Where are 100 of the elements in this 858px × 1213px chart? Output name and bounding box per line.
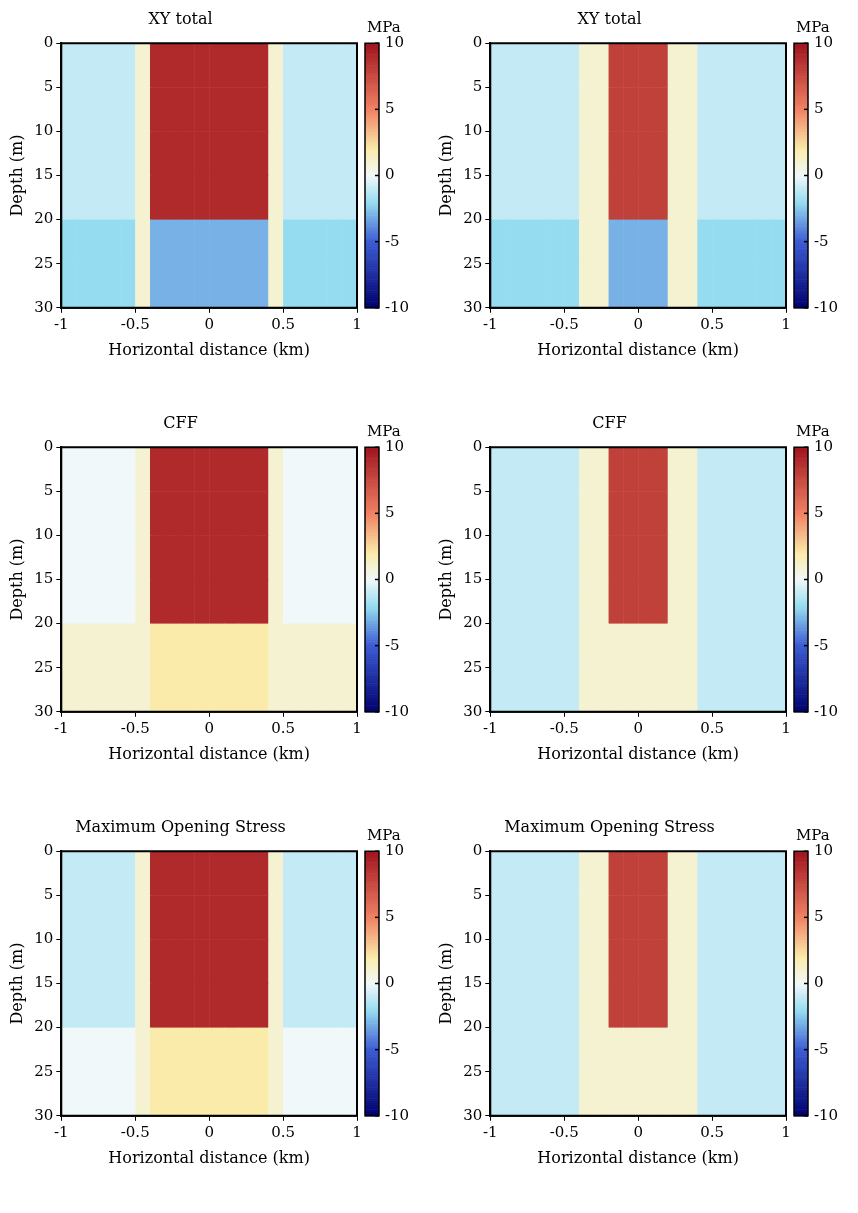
chart-title: Maximum Opening Stress <box>504 816 715 836</box>
x-tick-label: -0.5 <box>549 718 579 737</box>
x-tick-label: -1 <box>53 1122 69 1141</box>
chart-title: Maximum Opening Stress <box>75 816 286 836</box>
color-bar-label: -5 <box>814 1039 829 1058</box>
y-tick-label: 0 <box>472 841 483 860</box>
color-bar-label: -10 <box>385 701 410 720</box>
y-tick-label: 5 <box>43 481 54 500</box>
color-bar-label: -5 <box>385 1039 400 1058</box>
color-bar-label: -10 <box>814 701 839 720</box>
color-bar-label: -5 <box>385 231 400 250</box>
color-bar-label: -10 <box>814 1105 839 1124</box>
y-tick-label: 20 <box>463 613 483 632</box>
y-tick-label: 0 <box>43 437 54 456</box>
color-bar-label: 10 <box>814 841 834 860</box>
color-bar-label: 5 <box>814 503 824 522</box>
x-tick-label: 1 <box>781 718 791 737</box>
y-tick-label: 20 <box>463 1017 483 1036</box>
color-bar-label: 0 <box>385 569 395 588</box>
y-tick-label: 20 <box>34 1017 54 1036</box>
color-bar-label: 0 <box>814 973 824 992</box>
y-tick-label: 5 <box>43 77 54 96</box>
x-tick-label: -1 <box>482 718 498 737</box>
x-tick-label: -1 <box>482 314 498 333</box>
y-tick-label: 10 <box>34 525 54 544</box>
y-tick-label: 10 <box>463 525 483 544</box>
x-tick-label: 0 <box>633 718 643 737</box>
y-tick-label: 25 <box>463 657 483 676</box>
y-tick-label: 5 <box>472 885 483 904</box>
y-tick-label: 15 <box>463 973 483 992</box>
y-tick-label: 30 <box>463 701 483 720</box>
x-axis-title: Horizontal distance (km) <box>537 339 739 359</box>
y-axis-title: Depth (m) <box>6 538 26 621</box>
x-tick-label: 0.5 <box>700 314 724 333</box>
x-tick-label: 0 <box>204 718 214 737</box>
color-bar-label: 10 <box>814 33 834 52</box>
x-tick-label: -0.5 <box>120 1122 150 1141</box>
color-bar-label: 0 <box>814 165 824 184</box>
color-bar-label: 5 <box>385 99 395 118</box>
x-tick-label: 0 <box>633 314 643 333</box>
y-tick-label: 15 <box>34 973 54 992</box>
color-bar-label: 10 <box>385 437 405 456</box>
y-tick-label: 15 <box>34 165 54 184</box>
y-tick-label: 10 <box>463 929 483 948</box>
chart-title: XY total <box>148 8 213 28</box>
x-tick-label: 0 <box>633 1122 643 1141</box>
y-tick-label: 0 <box>43 841 54 860</box>
y-tick-label: 25 <box>34 253 54 272</box>
y-tick-label: 30 <box>463 1105 483 1124</box>
x-axis-title: Horizontal distance (km) <box>537 1147 739 1167</box>
y-tick-label: 30 <box>34 701 54 720</box>
x-tick-label: 0 <box>204 1122 214 1141</box>
x-tick-label: -0.5 <box>549 1122 579 1141</box>
x-axis-title: Horizontal distance (km) <box>108 743 310 763</box>
x-tick-label: -0.5 <box>120 718 150 737</box>
y-axis-title: Depth (m) <box>435 134 455 217</box>
color-bar-label: 0 <box>385 165 395 184</box>
y-tick-label: 30 <box>34 1105 54 1124</box>
y-tick-label: 10 <box>463 121 483 140</box>
y-tick-label: 10 <box>34 121 54 140</box>
y-tick-label: 30 <box>34 297 54 316</box>
color-bar-label: -10 <box>385 297 410 316</box>
x-axis-title: Horizontal distance (km) <box>108 339 310 359</box>
color-bar-label: 0 <box>385 973 395 992</box>
y-tick-label: 25 <box>34 657 54 676</box>
x-tick-label: 0.5 <box>271 1122 295 1141</box>
y-axis-title: Depth (m) <box>435 942 455 1025</box>
x-tick-label: -1 <box>482 1122 498 1141</box>
x-tick-label: -0.5 <box>120 314 150 333</box>
y-tick-label: 25 <box>34 1061 54 1080</box>
x-axis-title: Horizontal distance (km) <box>108 1147 310 1167</box>
x-tick-label: 1 <box>352 1122 362 1141</box>
y-tick-label: 5 <box>472 77 483 96</box>
y-tick-label: 15 <box>34 569 54 588</box>
y-tick-label: 0 <box>43 33 54 52</box>
y-tick-label: 0 <box>472 437 483 456</box>
color-bar-label: -5 <box>814 231 829 250</box>
y-tick-label: 20 <box>34 209 54 228</box>
y-tick-label: 0 <box>472 33 483 52</box>
color-bar-label: -5 <box>385 635 400 654</box>
y-tick-label: 10 <box>34 929 54 948</box>
x-tick-label: 1 <box>352 718 362 737</box>
y-tick-label: 25 <box>463 253 483 272</box>
x-tick-label: 0.5 <box>271 718 295 737</box>
x-tick-label: -1 <box>53 718 69 737</box>
color-bar-title: MPa <box>367 17 401 36</box>
x-tick-label: 1 <box>781 1122 791 1141</box>
y-tick-label: 15 <box>463 569 483 588</box>
y-tick-label: 25 <box>463 1061 483 1080</box>
y-tick-label: 15 <box>463 165 483 184</box>
color-bar-label: 5 <box>385 503 395 522</box>
x-axis-title: Horizontal distance (km) <box>537 743 739 763</box>
color-bar-title: MPa <box>796 825 830 844</box>
color-bar-label: 10 <box>814 437 834 456</box>
color-bar-label: 10 <box>385 33 405 52</box>
color-bar-label: 0 <box>814 569 824 588</box>
chart-title: CFF <box>163 412 198 432</box>
color-bar-title: MPa <box>796 17 830 36</box>
x-tick-label: -1 <box>53 314 69 333</box>
x-tick-label: 0 <box>204 314 214 333</box>
